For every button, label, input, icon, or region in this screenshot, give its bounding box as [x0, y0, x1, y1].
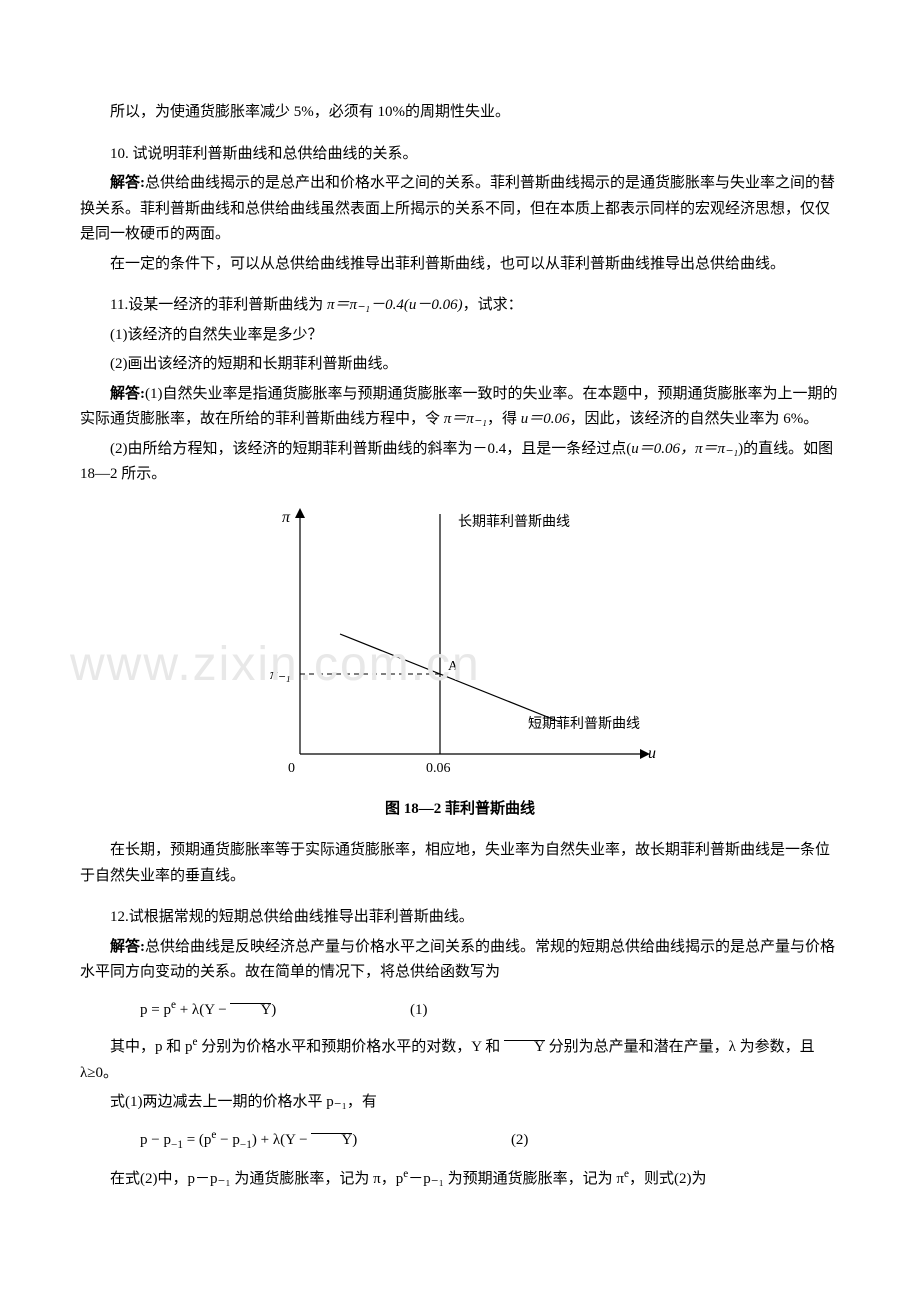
answer-12-4: 在式(2)中，p－p₋₁ 为通货膨胀率，记为 π，pe－p₋₁ 为预期通货膨胀率…: [80, 1165, 840, 1193]
eq2-c: − p: [216, 1132, 239, 1148]
q11-equation: π＝π₋₁－0.4(u－0.06): [327, 297, 463, 313]
answer-11: 解答:(1)自然失业率是指通货膨胀率与预期通货膨胀率一致时的失业率。在本题中，预…: [80, 382, 840, 433]
a12-4c: ，则式(2)为: [629, 1171, 707, 1187]
a12-4a: 在式(2)中，p－p₋₁ 为通货膨胀率，记为 π，p: [110, 1171, 403, 1187]
eq2-d: ) + λ(Y −: [252, 1132, 311, 1148]
svg-text:π: π: [282, 509, 291, 526]
svg-text:0.06: 0.06: [426, 761, 451, 776]
a12-2-ybar: Y: [504, 1040, 545, 1055]
question-11: 11.设某一经济的菲利普斯曲线为 π＝π₋₁－0.4(u－0.06)，试求：: [80, 293, 840, 319]
svg-text:π₋₁: π₋₁: [270, 667, 291, 683]
phillips-curve-chart: π 0 u 长期菲利普斯曲线短期菲利普斯曲线 π₋₁ 0.06 A: [240, 494, 680, 794]
svg-text:u: u: [648, 745, 656, 762]
eq2-num: (2): [511, 1132, 529, 1148]
a12-4b: －p₋₁ 为预期通货膨胀率，记为 π: [408, 1171, 624, 1187]
q11-prefix: 11.设某一经济的菲利普斯曲线为: [110, 297, 327, 313]
eq2-e: ): [352, 1132, 357, 1148]
a12-2a: 其中，p 和 p: [110, 1039, 193, 1055]
answer-10-text-2: 在一定的条件下，可以从总供给曲线推导出菲利普斯曲线，也可以从菲利普斯曲线推导出总…: [80, 252, 840, 278]
a11-2a: (2)由所给方程知，该经济的短期菲利普斯曲线的斜率为－0.4，且是一条经过点(: [110, 441, 631, 457]
eq1-mid: + λ(Y −: [176, 1002, 230, 1018]
eq1-num: (1): [410, 1002, 428, 1018]
eq2-s2: −1: [240, 1139, 252, 1151]
a12-2b: 分别为价格水平和预期价格水平的对数，Y 和: [198, 1039, 505, 1055]
a12-1: 总供给曲线是反映经济总产量与价格水平之间关系的曲线。常规的短期总供给曲线揭示的是…: [80, 939, 835, 981]
svg-text:长期菲利普斯曲线: 长期菲利普斯曲线: [458, 514, 570, 530]
question-10: 10. 试说明菲利普斯曲线和总供给曲线的关系。: [80, 142, 840, 168]
eq2-a: p − p: [140, 1132, 171, 1148]
answer-12-3: 式(1)两边减去上一期的价格水平 p₋₁，有: [80, 1090, 840, 1116]
eq2-b: = (p: [183, 1132, 211, 1148]
answer-10: 解答:总供给曲线揭示的是总产出和价格水平之间的关系。菲利普斯曲线揭示的是通货膨胀…: [80, 171, 840, 248]
answer-label: 解答:: [110, 939, 145, 955]
paragraph-intro: 所以，为使通货膨胀率减少 5%，必须有 10%的周期性失业。: [80, 100, 840, 126]
a11-2b: u＝0.06，π＝π₋₁: [631, 441, 738, 457]
a11-1b: π＝π₋₁: [444, 411, 487, 427]
answer-10-text-1: 总供给曲线揭示的是总产出和价格水平之间的关系。菲利普斯曲线揭示的是通货膨胀率与失…: [80, 175, 835, 242]
figure-18-2: www.zixin.com.cn π0u长期菲利普斯曲线短期菲利普斯曲线π₋₁0…: [80, 494, 840, 823]
eq1-ybar: Y: [230, 1003, 271, 1018]
svg-text:A: A: [448, 659, 459, 674]
question-11-sub2: (2)画出该经济的短期和长期菲利普斯曲线。: [80, 352, 840, 378]
question-12: 12.试根据常规的短期总供给曲线推导出菲利普斯曲线。: [80, 905, 840, 931]
q11-suffix: ，试求：: [463, 297, 523, 313]
eq2-s1: −1: [171, 1139, 183, 1151]
a11-1e: ，因此，该经济的自然失业率为 6%。: [569, 411, 818, 427]
svg-text:短期菲利普斯曲线: 短期菲利普斯曲线: [528, 716, 640, 732]
eq2-ybar: Y: [311, 1133, 352, 1148]
answer-12: 解答:总供给曲线是反映经济总产量与价格水平之间关系的曲线。常规的短期总供给曲线揭…: [80, 935, 840, 986]
equation-1: p = pe + λ(Y − Y) (1): [110, 996, 840, 1024]
answer-label: 解答:: [110, 175, 145, 191]
paragraph-after-figure: 在长期，预期通货膨胀率等于实际通货膨胀率，相应地，失业率为自然失业率，故长期菲利…: [80, 838, 840, 889]
svg-text:0: 0: [288, 761, 295, 776]
equation-2: p − p−1 = (pe − p−1) + λ(Y − Y) (2): [110, 1126, 840, 1155]
answer-label: 解答:: [110, 386, 145, 402]
eq1-rhs: ): [271, 1002, 276, 1018]
answer-12-2: 其中，p 和 pe 分别为价格水平和预期价格水平的对数，Y 和 Y 分别为总产量…: [80, 1033, 840, 1086]
a11-1d: u＝0.06: [521, 411, 570, 427]
question-11-sub1: (1)该经济的自然失业率是多少？: [80, 323, 840, 349]
figure-caption: 图 18—2 菲利普斯曲线: [80, 797, 840, 823]
a11-1c: ，得: [487, 411, 521, 427]
answer-11-2: (2)由所给方程知，该经济的短期菲利普斯曲线的斜率为－0.4，且是一条经过点(u…: [80, 437, 840, 488]
eq1-lhs: p = p: [140, 1002, 171, 1018]
